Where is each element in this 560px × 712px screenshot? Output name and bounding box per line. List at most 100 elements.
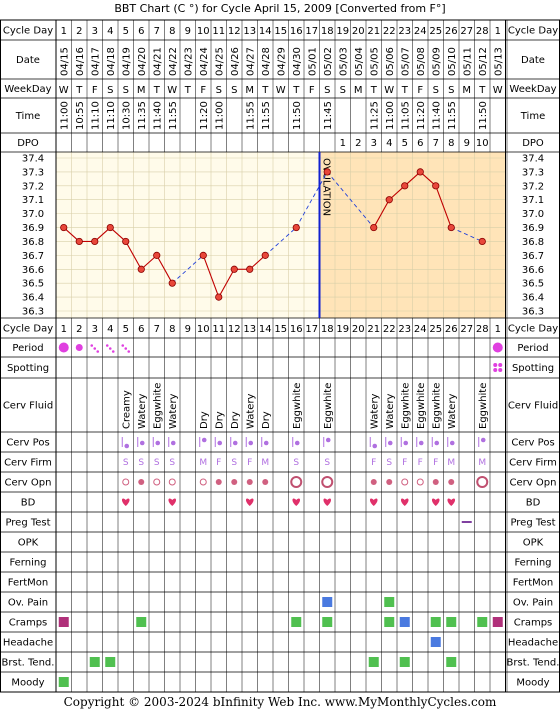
time-label: 11:40 [431,101,442,130]
bd-heart [168,498,177,506]
cerv-firm-label: M [199,458,207,468]
y-tick-label-right: 36.7 [522,251,544,262]
cycle-day-label-bottom: 16 [290,324,303,335]
ovulation-label: OVULATION [321,158,332,216]
cycle-day-label-bottom: 19 [336,324,349,335]
cerv-opn-open [401,478,409,486]
brst-tend-mark [446,657,457,667]
y-tick-label: 36.9 [22,223,44,234]
y-tick-label: 36.6 [22,265,44,276]
row-label-right-cramps: Cramps [514,618,553,629]
temp-line [125,241,142,270]
period-light-dot [124,347,128,350]
cycle-day-label-bottom: 15 [274,324,287,335]
dpo-label: 3 [371,138,377,149]
y-tick-label: 37.3 [22,167,44,178]
weekday-label: S [324,85,330,96]
bd-heart [121,498,130,506]
date-label: 04/27 [245,47,256,76]
period-medium [75,344,83,351]
weekday-label: T [184,85,192,96]
cerv-pos-dot [201,437,207,443]
row-label-bd: BD [21,498,36,509]
temp-point [246,265,254,273]
row-label-cerv_opn: Cerv Opn [5,478,52,489]
cycle-day-label: 13 [243,26,256,37]
cramps-mark [291,617,302,627]
cerv-fluid-label: Dry [261,411,272,429]
cycle-day-label: 25 [429,26,442,37]
weekday-label: F [92,85,98,96]
temp-point [122,237,130,246]
row-label-right-dpo: DPO [522,138,544,149]
y-tick-label: 36.4 [22,293,44,304]
temp-point [106,223,114,232]
cerv-firm-label: M [478,458,486,468]
cerv-pos-dot [124,443,130,449]
period-light-dot [108,347,112,350]
cycle-day-label: 10 [197,26,210,37]
row-label-preg_test: Preg Test [5,518,50,529]
row-label-right-headache: Headache [508,638,558,649]
cycle-day-label-bottom: 21 [367,324,380,335]
time-label: 11:20 [199,101,210,130]
row-label-spotting: Spotting [7,363,49,374]
footer-copyright: Copyright © 2003-2024 bInfinity Web Inc.… [64,695,497,709]
time-label: 11:55 [261,101,272,130]
cycle-day-label-bottom: 1 [61,324,67,335]
cerv-pos-dot [434,440,440,446]
row-label-ferning: Ferning [9,558,46,569]
date-label: 04/25 [214,47,225,76]
time-label: 11:35 [137,101,148,130]
cycle-day-label: 22 [383,26,396,37]
time-label: 11:20 [416,101,427,130]
cerv-opn-open [416,478,424,486]
period-light-dot [96,350,100,353]
date-label: 04/22 [168,47,179,76]
row-label-ov_pain: Ov. Pain [8,598,48,609]
cerv-firm-label: S [169,458,175,468]
bd-heart [369,498,378,506]
cerv-fluid-label: Watery [168,393,179,429]
cerv-firm-label: S [154,458,160,468]
time-label: 10:30 [121,101,132,130]
cramps-mark [399,617,410,627]
y-tick-label-right: 36.6 [522,265,544,276]
row-label-cycle_day: Cycle Day [3,26,53,37]
row-label-right-cycle_day: Cycle Day [508,324,558,335]
cerv-fluid-label: Creamy [121,390,132,429]
y-tick-label-right: 37.1 [522,195,544,206]
date-label: 04/20 [137,47,148,76]
cerv-fluid-label: Eggwhite [152,383,163,429]
cycle-day-label: 27 [460,26,473,37]
y-tick-label-right: 36.9 [522,223,544,234]
cycle-day-label: 14 [259,26,272,37]
weekday-label: M [137,85,146,96]
period-light-dot [93,347,97,350]
chart-title: BBT Chart (C °) for Cycle April 15, 2009… [114,2,445,15]
cerv-firm-label: M [261,458,269,468]
cerv-opn-open [168,478,176,486]
temp-point [199,251,207,259]
cerv-opn-closed [448,479,455,485]
date-label: 05/08 [416,47,427,76]
temp-gap-line [451,227,483,242]
follicular-bg [56,152,320,318]
y-tick-label: 37.2 [22,181,44,192]
cramps-mark [384,617,395,627]
row-label-right-time: Time [520,111,545,122]
cycle-day-label-bottom: 23 [398,324,411,335]
cycle-day-label: 18 [321,26,334,37]
cycle-day-label: 1 [61,26,67,37]
weekday-label: T [153,85,161,96]
cycle-day-label-bottom: 13 [243,324,256,335]
temp-point [75,237,83,246]
date-label: 04/30 [292,47,303,76]
cerv-fluid-label: Watery [447,393,458,429]
row-label-opk: OPK [18,538,39,549]
cycle-day-label-bottom: 14 [259,324,272,335]
cycle-day-label: 24 [414,26,427,37]
cerv-opn-wide [321,476,334,488]
dpo-label: 10 [476,138,489,149]
